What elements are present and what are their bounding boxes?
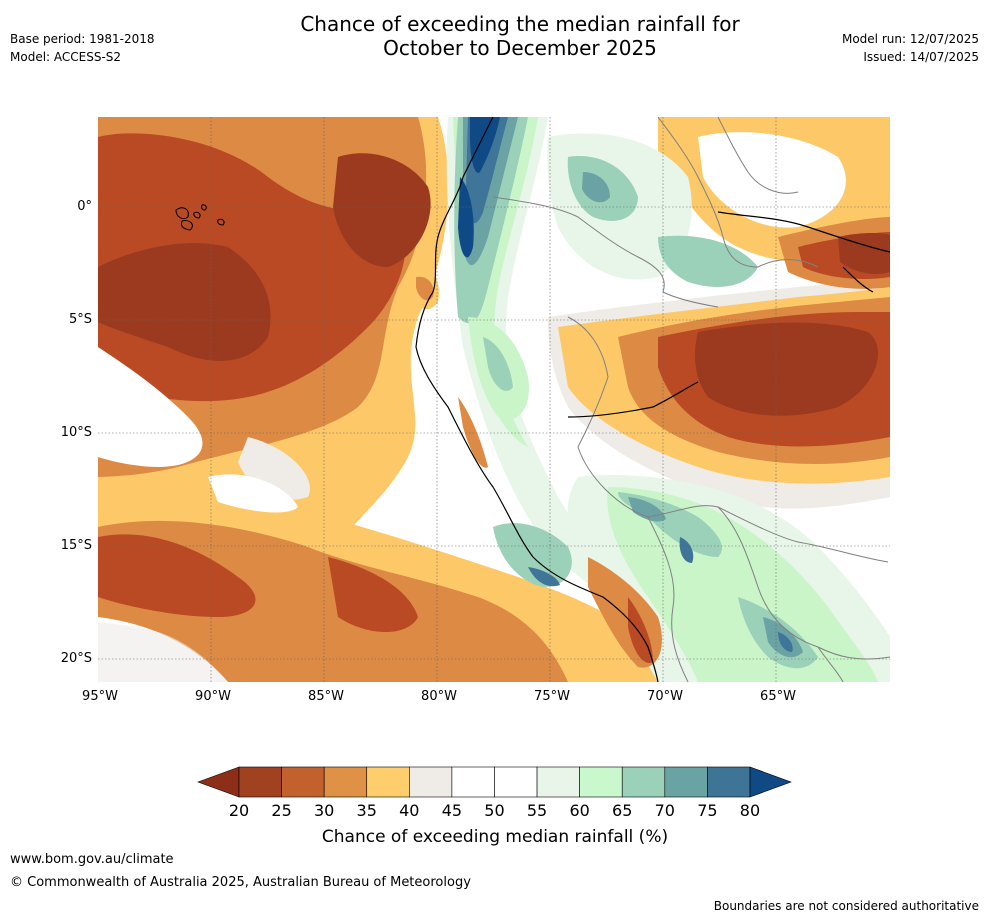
lat-label-0: 0° bbox=[77, 199, 92, 214]
south-pacific-25b bbox=[328, 557, 418, 632]
pacific-core-20 bbox=[98, 243, 271, 361]
peru-interior-green-65 bbox=[483, 337, 513, 391]
model-run: Model run: 12/07/2025 bbox=[841, 32, 979, 46]
south-pacific-30 bbox=[98, 520, 568, 682]
colorbar-cell bbox=[494, 766, 538, 798]
base-period: Base period: 1981-2018 bbox=[10, 32, 155, 46]
title-line-1: Chance of exceeding the median rainfall … bbox=[300, 12, 740, 36]
colorbar-tick-label: 30 bbox=[313, 801, 335, 820]
map-title: Chance of exceeding the median rainfall … bbox=[0, 12, 988, 60]
colorbar-tick-label: 65 bbox=[612, 801, 633, 820]
model-name: Model: ACCESS-S2 bbox=[10, 50, 122, 64]
title-line-2: October to December 2025 bbox=[383, 36, 657, 60]
colorbar-cell bbox=[409, 766, 453, 798]
coastlines bbox=[415, 117, 890, 682]
colorbar-tick-label: 60 bbox=[569, 801, 590, 820]
colorbar-tick-label: 45 bbox=[441, 801, 463, 820]
lon-label-95w: 95°W bbox=[82, 689, 118, 704]
footer-disclaimer: Boundaries are not considered authoritat… bbox=[713, 899, 979, 913]
pacific-gap-white2 bbox=[208, 474, 298, 513]
colorbar-tick-label: 20 bbox=[228, 801, 250, 820]
lat-label-15s: 15°S bbox=[60, 538, 92, 553]
lon-label-85w: 85°W bbox=[308, 689, 344, 704]
colorbar-cell bbox=[238, 766, 282, 798]
south-pacific-grey bbox=[98, 622, 228, 682]
lon-label-75w: 75°W bbox=[534, 689, 570, 704]
ne-field-white bbox=[698, 132, 846, 228]
lat-label-5s: 5°S bbox=[68, 312, 92, 327]
colorbar-label: Chance of exceeding median rainfall (%) bbox=[321, 827, 669, 847]
lon-label-80w: 80°W bbox=[421, 689, 457, 704]
colorbar-tick-label: 70 bbox=[654, 801, 675, 820]
amazon-core-20 bbox=[695, 322, 878, 416]
colorbar-tick-label: 80 bbox=[739, 801, 761, 820]
colorbar-tick-label: 40 bbox=[399, 801, 420, 820]
colorbar bbox=[197, 766, 792, 798]
south-pacific-25 bbox=[98, 534, 256, 617]
footer-url[interactable]: www.bom.gov.au/climate bbox=[10, 852, 174, 867]
rainfall-map bbox=[98, 117, 890, 682]
pacific-nw-core-20 bbox=[333, 153, 431, 267]
peru-coast-orange bbox=[458, 397, 488, 468]
grid-lines bbox=[98, 117, 890, 682]
colorbar-cells bbox=[238, 766, 751, 798]
colorbar-cell bbox=[621, 766, 666, 798]
bolivia-blue-75b bbox=[778, 632, 793, 652]
colorbar-tick-label: 35 bbox=[356, 801, 377, 820]
colorbar-cell bbox=[579, 766, 623, 798]
amazon-north-green bbox=[658, 235, 758, 287]
andes-band-80b bbox=[458, 177, 474, 258]
colorbar-tick-label: 25 bbox=[271, 801, 292, 820]
pacific-gap-white bbox=[98, 347, 203, 467]
colorbar-tick-label: 50 bbox=[484, 801, 505, 820]
colorbar-tick-label: 75 bbox=[697, 801, 718, 820]
colorbar-cell bbox=[536, 766, 580, 798]
colorbar-tick-label: 55 bbox=[526, 801, 548, 820]
peru-brown-strip bbox=[628, 597, 653, 663]
map-svg bbox=[98, 117, 890, 682]
andes-band-80 bbox=[470, 117, 500, 173]
lon-label-70w: 70°W bbox=[647, 689, 683, 704]
ecuador-patch-30 bbox=[416, 276, 434, 301]
colorbar-cell bbox=[707, 766, 751, 798]
colorbar-cell bbox=[451, 766, 495, 798]
galapagos-islands bbox=[175, 204, 225, 231]
lon-label-90w: 90°W bbox=[195, 689, 231, 704]
peru-green-65 bbox=[493, 523, 572, 587]
lon-label-65w: 65°W bbox=[760, 689, 796, 704]
issued-date: Issued: 14/07/2025 bbox=[863, 50, 979, 64]
colorbar-cell bbox=[323, 766, 368, 798]
lat-label-10s: 10°S bbox=[60, 425, 92, 440]
country-borders bbox=[492, 117, 890, 682]
colombia-green-70 bbox=[582, 172, 610, 203]
colorbar-extend-low bbox=[197, 766, 240, 798]
colorbar-cell bbox=[664, 766, 708, 798]
bolivia-blue-75 bbox=[679, 537, 694, 563]
ne-core-20 bbox=[838, 232, 890, 274]
colorbar-cell bbox=[366, 766, 410, 798]
lat-label-20s: 20°S bbox=[60, 651, 92, 666]
footer-copyright: © Commonwealth of Australia 2025, Austra… bbox=[10, 875, 471, 890]
colorbar-cell bbox=[281, 766, 325, 798]
peru-blue-75 bbox=[528, 567, 560, 587]
colorbar-extend-high bbox=[749, 766, 792, 798]
